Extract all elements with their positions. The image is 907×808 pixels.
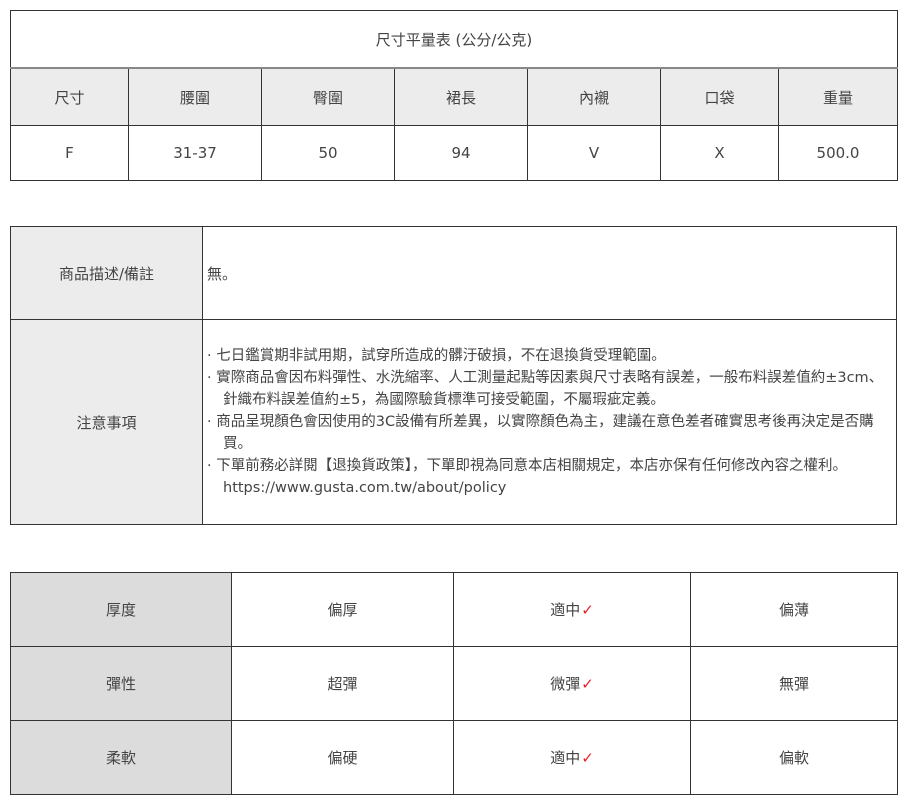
feel-option: 超彈 (231, 646, 454, 721)
feel-option: 適中✓ (453, 720, 691, 795)
check-icon: ✓ (581, 675, 594, 693)
feel-option-label: 適中 (550, 601, 581, 619)
feel-label: 厚度 (10, 572, 232, 647)
feel-label: 柔軟 (10, 720, 232, 795)
feel-row-softness: 柔軟 偏硬 適中✓ 偏軟 (10, 720, 898, 795)
feel-option-label: 適中 (550, 749, 581, 767)
note-item: · 七日鑑賞期非試用期，試穿所造成的髒汙破損，不在退換貨受理範圍。 (207, 348, 666, 364)
cell-lining: V (527, 125, 661, 181)
header-lining: 內襯 (527, 67, 661, 126)
cell-weight: 500.0 (777, 125, 899, 181)
feel-option: 偏薄 (690, 572, 898, 647)
size-table-title: 尺寸平量表 (公分/公克) (9, 10, 899, 69)
feel-option: 適中✓ (453, 572, 691, 647)
feel-option-label: 微彈 (550, 675, 581, 693)
cell-skirt-length: 94 (394, 125, 528, 181)
header-skirt-length: 裙長 (394, 67, 528, 126)
feel-option-label: 偏薄 (778, 601, 809, 619)
size-table: 尺寸平量表 (公分/公克) 尺寸 腰圍 臀圍 裙長 內襯 口袋 重量 F 31-… (9, 10, 899, 181)
feel-option: 偏硬 (231, 720, 454, 795)
note-item: · 商品呈現顏色會因使用的3C設備有所差異，以實際顏色為主，建議在意色差者確實思… (207, 414, 874, 452)
feel-row-elasticity: 彈性 超彈 微彈✓ 無彈 (10, 646, 898, 721)
note-item: · 下單前務必詳閱【退換貨政策】，下單即視為同意本店相關規定，本店亦保有任何修改… (207, 458, 847, 496)
feel-option: 無彈 (690, 646, 898, 721)
feel-option-label: 偏硬 (327, 749, 358, 767)
check-icon: ✓ (581, 601, 594, 619)
feel-option: 偏軟 (690, 720, 898, 795)
cell-waist: 31-37 (128, 125, 262, 181)
feel-option: 微彈✓ (453, 646, 691, 721)
feel-option: 偏厚 (231, 572, 454, 647)
table-row: F 31-37 50 94 V X 500.0 (10, 125, 899, 181)
feel-option-label: 無彈 (778, 675, 809, 693)
cell-size: F (10, 125, 129, 181)
feel-label: 彈性 (10, 646, 232, 721)
header-weight: 重量 (777, 67, 899, 126)
notes-list: · 七日鑑賞期非試用期，試穿所造成的髒汙破損，不在退換貨受理範圍。 · 實際商品… (202, 319, 897, 525)
header-size: 尺寸 (10, 67, 129, 126)
note-item: · 實際商品會因布料彈性、水洗縮率、人工測量起點等因素與尺寸表略有誤差，一般布料… (207, 370, 884, 408)
cell-hip: 50 (261, 125, 395, 181)
header-waist: 腰圍 (128, 67, 262, 126)
fabric-feel-table: 厚度 偏厚 適中✓ 偏薄 彈性 超彈 微彈✓ 無彈 柔軟 偏硬 適中✓ 偏軟 (10, 572, 898, 795)
info-table: 商品描述/備註 無。 注意事項 · 七日鑑賞期非試用期，試穿所造成的髒汙破損，不… (10, 226, 897, 525)
header-pocket: 口袋 (660, 67, 779, 126)
feel-row-thickness: 厚度 偏厚 適中✓ 偏薄 (10, 572, 898, 647)
header-hip: 臀圍 (261, 67, 395, 126)
feel-option-label: 超彈 (327, 675, 358, 693)
notes-label: 注意事項 (10, 319, 203, 525)
check-icon: ✓ (581, 749, 594, 767)
description-label: 商品描述/備註 (10, 226, 203, 320)
cell-pocket: X (660, 125, 779, 181)
description-value: 無。 (202, 226, 897, 320)
feel-option-label: 偏厚 (327, 601, 358, 619)
feel-option-label: 偏軟 (778, 749, 809, 767)
